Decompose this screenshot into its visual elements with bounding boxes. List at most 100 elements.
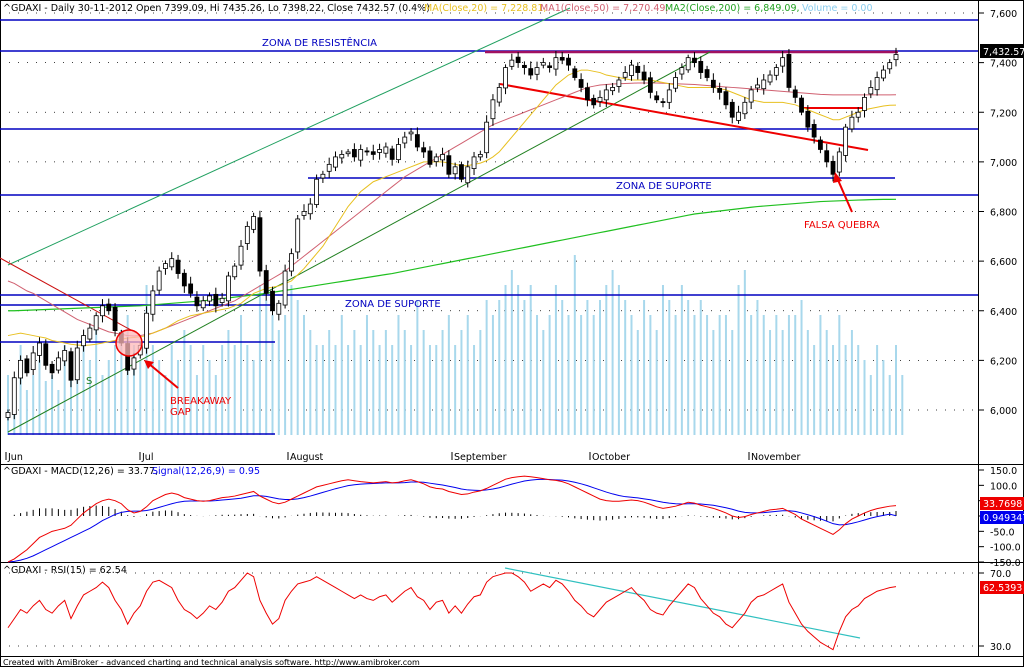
- volume-bar: [630, 315, 633, 435]
- price-grid: [0, 12, 978, 411]
- volume-bar: [32, 375, 35, 435]
- candle-body: [358, 149, 364, 161]
- volume-bar: [466, 315, 469, 435]
- volume-bar: [611, 270, 614, 435]
- volume-bar: [447, 315, 450, 435]
- rsi-trendline: [504, 567, 861, 639]
- candle-body: [307, 203, 313, 215]
- volume-bar: [227, 330, 230, 435]
- macd-line: [7, 475, 897, 563]
- s-marker: S: [86, 376, 92, 387]
- candle-body: [799, 97, 804, 113]
- candle-body: [314, 178, 319, 205]
- volume-bar: [510, 270, 513, 435]
- candle-body: [723, 91, 729, 106]
- candle-body: [446, 155, 452, 175]
- price-tick-label: 6,800: [990, 208, 1017, 219]
- volume-bar: [460, 330, 463, 435]
- volume-bar: [353, 330, 356, 435]
- candle-body: [150, 290, 156, 315]
- volume-bar: [712, 330, 715, 435]
- candle-body: [188, 283, 194, 294]
- candle-body: [868, 87, 874, 95]
- volume-bar: [101, 375, 104, 435]
- candle-body: [830, 160, 836, 175]
- volume-bar: [233, 345, 236, 435]
- candle-body: [5, 412, 11, 418]
- last-price-box: [980, 44, 1024, 58]
- volume-bar: [813, 345, 816, 435]
- volume-bar: [309, 330, 312, 435]
- rsi-last-value: 62.5393: [983, 583, 1022, 594]
- volume-bar: [699, 300, 702, 435]
- candle-body: [414, 134, 420, 148]
- candle-body: [673, 77, 678, 89]
- volume-bar: [498, 300, 501, 435]
- volume-bar: [857, 345, 860, 435]
- candle-body: [345, 151, 351, 155]
- volume-bar: [479, 330, 482, 435]
- volume-bar: [586, 300, 589, 435]
- volume-bar: [536, 315, 539, 435]
- moving-averages: [7, 69, 897, 346]
- month-label: Jun: [7, 452, 23, 463]
- volume-bar: [296, 300, 299, 435]
- candle-body: [553, 57, 559, 70]
- volume-bar: [454, 345, 457, 435]
- volume-bar: [252, 360, 255, 435]
- volume-bar: [422, 330, 425, 435]
- candle-body: [603, 89, 609, 101]
- candle-body: [540, 62, 546, 66]
- price-tick-label: 6,200: [990, 356, 1017, 367]
- candle-body: [175, 259, 181, 274]
- volume-bar: [347, 345, 350, 435]
- volume-bar: [787, 315, 790, 435]
- volume-label: Volume = 0.00: [802, 3, 873, 14]
- false-break-arrowhead: [833, 172, 842, 183]
- candle-body: [811, 124, 817, 138]
- candle-body: [528, 68, 534, 76]
- volume-bar: [485, 300, 488, 435]
- volume-bar: [44, 381, 47, 435]
- candle-body: [647, 77, 653, 93]
- candle-body: [534, 67, 540, 75]
- false-break-label: FALSA QUEBRA: [804, 220, 880, 231]
- candle-body: [459, 164, 464, 180]
- price-tick-label: 7,600: [990, 9, 1017, 20]
- candle-body: [654, 95, 660, 101]
- volume-bar: [819, 315, 822, 435]
- candle-body: [881, 69, 886, 79]
- candle-body: [786, 54, 792, 88]
- volume-bar: [724, 315, 727, 435]
- candle-body: [351, 149, 357, 158]
- candle-body: [736, 111, 741, 121]
- macd-pane: 150.0 100.0 -50.0 -100.0 -150.0: [7, 466, 1021, 569]
- rsi-pane: 70.0 30.0: [0, 567, 1011, 653]
- volume-bar: [769, 330, 772, 435]
- volume-bar: [706, 315, 709, 435]
- candle-body: [465, 166, 471, 184]
- month-label: September: [454, 452, 507, 463]
- volume-bar: [548, 315, 551, 435]
- signal-last-box: [980, 511, 1024, 524]
- candle-body: [333, 156, 338, 168]
- candle-body: [232, 265, 238, 278]
- candle-body: [213, 293, 219, 307]
- month-label: November: [751, 452, 801, 463]
- volume-bar: [756, 300, 759, 435]
- volume-bar: [340, 315, 343, 435]
- upper-channel-line: [7, 7, 571, 266]
- volume-bar: [775, 315, 778, 435]
- volume-bar: [290, 285, 293, 435]
- volume-bar: [246, 345, 249, 435]
- candle-body: [55, 357, 61, 371]
- candle-body: [62, 350, 68, 362]
- candle-body: [131, 357, 137, 370]
- candlesticks: [5, 47, 899, 421]
- price-tick-label: 7,000: [990, 158, 1017, 169]
- volume-bar: [359, 345, 362, 435]
- candle-body: [717, 88, 723, 93]
- candle-body: [824, 150, 830, 163]
- breakaway-arrow: [147, 362, 179, 389]
- volume-bar: [888, 375, 891, 435]
